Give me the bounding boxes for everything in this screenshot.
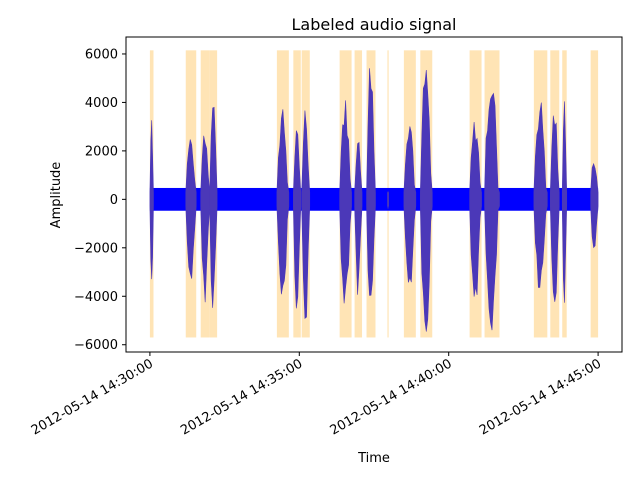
y-tick-label: 4000 — [85, 96, 118, 111]
y-tick-label: 6000 — [85, 47, 118, 62]
signal-segment-9 — [354, 141, 363, 295]
signal-segment-7 — [301, 110, 311, 319]
signal-segment-5 — [276, 109, 290, 295]
x-axis-label: Time — [357, 451, 390, 466]
signal-segment-14 — [469, 121, 482, 297]
signal-segment-17 — [549, 115, 560, 302]
signal-segment-6 — [293, 130, 302, 309]
plot-frame — [125, 36, 623, 353]
y-tick-label: −6000 — [74, 338, 118, 353]
signal-layer — [149, 68, 599, 332]
y-tick-label: 0 — [110, 193, 118, 208]
y-axis-label: Amplitude — [49, 162, 64, 229]
y-tick-label: −4000 — [74, 290, 118, 305]
signal-segment-12 — [403, 126, 417, 283]
y-tick-label: −2000 — [74, 241, 118, 256]
signal-segment-18 — [561, 101, 568, 303]
signal-segment-1 — [149, 120, 154, 280]
chart-title: Labeled audio signal — [292, 15, 457, 34]
signal-segment-19 — [590, 162, 599, 249]
signal-segment-4 — [209, 106, 218, 308]
signal-segment-2 — [185, 139, 197, 279]
signal-segment-8 — [339, 100, 352, 304]
signal-segment-15 — [484, 92, 500, 331]
signal-segment-10 — [366, 68, 376, 296]
signal-segment-16 — [533, 102, 548, 288]
y-tick-label: 2000 — [85, 144, 118, 159]
y-axis: 6000 4000 2000 0 −2000 −4000 −6000 — [74, 47, 126, 353]
signal-segment-11 — [387, 190, 389, 209]
signal-segment-13 — [420, 70, 433, 332]
